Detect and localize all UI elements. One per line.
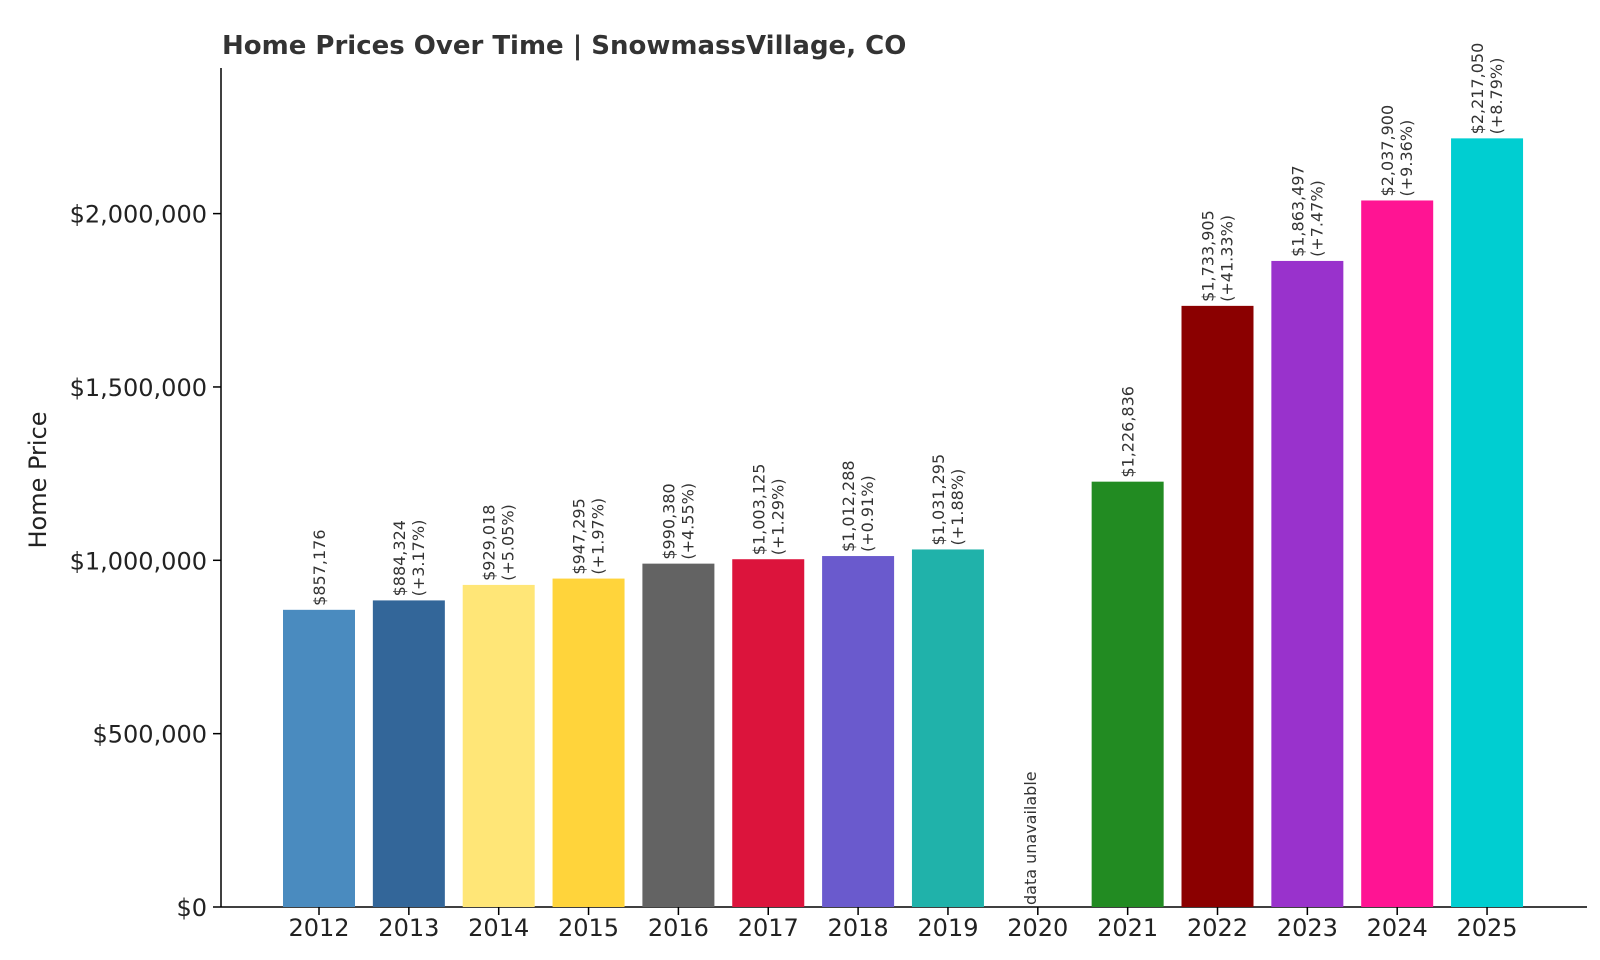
bar-2022	[1181, 305, 1254, 907]
bar-2012	[283, 609, 355, 907]
bar-2013	[372, 600, 445, 907]
chart-title: Home Prices Over Time | SnowmassVillage,…	[222, 31, 906, 61]
x-tick-label: 2012	[288, 914, 349, 942]
bar-value-label: $1,733,905	[1199, 210, 1218, 302]
y-tick-label: $500,000	[92, 721, 207, 749]
bar-label-2021: $1,226,836	[1119, 386, 1138, 478]
x-tick-label: 2021	[1097, 914, 1158, 942]
bar-label-2016: $990,380 (+4.55%)	[659, 483, 697, 560]
x-tick-label: 2023	[1277, 914, 1338, 942]
bar-value-label: $1,226,836	[1119, 386, 1138, 478]
bar-label-2020: data unavailable	[1021, 771, 1040, 905]
x-tick-label: 2015	[558, 914, 619, 942]
y-axis-label: Home Price	[24, 411, 52, 548]
y-tick-label: $2,000,000	[70, 201, 207, 229]
bar-change-label: (+41.33%)	[1218, 215, 1237, 302]
bar-change-label: (+1.29%)	[768, 479, 787, 556]
bar-label-2023: $1,863,497 (+7.47%)	[1288, 165, 1326, 257]
bar-2014	[462, 584, 535, 907]
bar-value-label: $1,003,125	[749, 464, 768, 556]
x-tick-label: 2020	[1007, 914, 1068, 942]
bar-label-2017: $1,003,125 (+1.29%)	[749, 464, 787, 556]
bar-labels: $857,176 $884,324 (+3.17%) $929,018 (+5.05%)…	[310, 43, 1506, 905]
bar-value-label: $884,324	[390, 520, 409, 596]
bar-change-label: (+4.55%)	[678, 483, 697, 560]
bar-value-label: $1,012,288	[839, 460, 858, 552]
bar-value-label: $929,018	[480, 505, 499, 581]
x-tick-label: 2016	[648, 914, 709, 942]
y-tick-label: $0	[176, 894, 207, 922]
bar-label-2019: $1,031,295 (+1.88%)	[929, 454, 967, 546]
bar-2023	[1271, 260, 1344, 907]
bar-change-label: (+9.36%)	[1397, 120, 1416, 197]
bar-label-2022: $1,733,905 (+41.33%)	[1199, 210, 1237, 302]
bar-value-label: $2,217,050	[1468, 43, 1487, 135]
bar-change-label: (+8.79%)	[1487, 58, 1506, 135]
bar-2017	[732, 559, 805, 907]
bar-value-label: $857,176	[310, 529, 329, 605]
bar-unavailable-label: data unavailable	[1021, 771, 1040, 905]
bar-value-label: $947,295	[570, 498, 589, 574]
bar-value-label: $1,031,295	[929, 454, 948, 546]
x-tick-label: 2024	[1367, 914, 1428, 942]
bar-2018	[822, 556, 895, 907]
bar-change-label: (+5.05%)	[499, 504, 518, 581]
bar-label-2014: $929,018 (+5.05%)	[480, 504, 518, 581]
bar-2016	[642, 563, 715, 907]
y-ticks: $0 $500,000 $1,000,000 $1,500,000 $2,000,000	[70, 201, 221, 922]
bar-label-2025: $2,217,050 (+8.79%)	[1468, 43, 1506, 135]
bar-label-2024: $2,037,900 (+9.36%)	[1378, 105, 1416, 197]
x-tick-label: 2018	[828, 914, 889, 942]
bar-change-label: (+3.17%)	[409, 520, 428, 597]
y-tick-label: $1,000,000	[70, 547, 207, 575]
bar-change-label: (+1.97%)	[589, 498, 608, 575]
bar-change-label: (+7.47%)	[1307, 180, 1326, 257]
bar-2015	[552, 578, 625, 907]
bar-label-2013: $884,324 (+3.17%)	[390, 520, 428, 597]
y-tick-label: $1,500,000	[70, 374, 207, 402]
bar-change-label: (+0.91%)	[858, 475, 877, 552]
bar-2024	[1361, 200, 1434, 907]
bar-2019	[911, 549, 984, 907]
bar-label-2015: $947,295 (+1.97%)	[570, 498, 608, 575]
bar-2021	[1091, 481, 1164, 907]
x-tick-label: 2019	[917, 914, 978, 942]
bar-2025	[1451, 138, 1524, 908]
bar-label-2018: $1,012,288 (+0.91%)	[839, 460, 877, 552]
x-tick-label: 2013	[378, 914, 439, 942]
x-tick-label: 2014	[468, 914, 529, 942]
bar-change-label: (+1.88%)	[948, 469, 967, 546]
bar-value-label: $990,380	[659, 483, 678, 559]
x-tick-label: 2017	[738, 914, 799, 942]
bars	[283, 138, 1524, 908]
bar-label-2012: $857,176	[310, 529, 329, 605]
bar-value-label: $1,863,497	[1288, 165, 1307, 257]
x-tick-label: 2025	[1457, 914, 1518, 942]
x-ticks: 2012 2013 2014 2015 2016 2017 2018 2019 2020 2021…	[288, 907, 1518, 942]
bar-value-label: $2,037,900	[1378, 105, 1397, 197]
x-tick-label: 2022	[1187, 914, 1248, 942]
